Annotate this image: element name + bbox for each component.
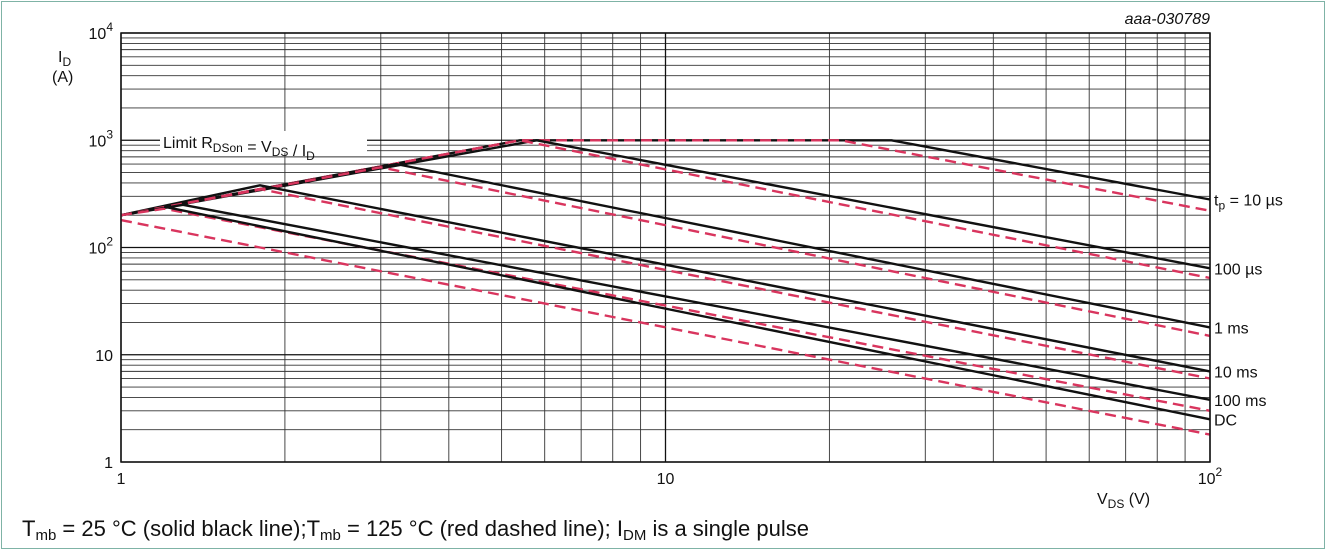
- y-tick-label: 10: [95, 348, 113, 365]
- curve-label: 10 ms: [1214, 364, 1258, 381]
- curves: [120, 139, 1211, 436]
- y-axis-label: ID: [58, 49, 71, 69]
- y-axis-unit: (A): [52, 69, 73, 86]
- curve-25c-6: [120, 184, 1211, 373]
- x-axis-label: VDS (V): [1097, 491, 1150, 511]
- caption-tail: is a single pulse: [646, 516, 809, 541]
- curve-125c-7: [120, 187, 1211, 380]
- curve-label: 100 µs: [1214, 261, 1262, 278]
- caption-i-sub: DM: [623, 527, 647, 544]
- curve-label: tp = 10 µs: [1214, 193, 1283, 213]
- curve-label: DC: [1214, 412, 1237, 429]
- curve-label: 100 ms: [1214, 393, 1266, 410]
- y-tick-label: 102: [89, 235, 114, 258]
- plot-border: [120, 32, 1211, 463]
- caption-t1: T: [22, 516, 36, 541]
- x-tick-label: 102: [1198, 465, 1223, 488]
- caption-t2-sub: mb: [320, 527, 341, 544]
- curve-label: 1 ms: [1214, 320, 1249, 337]
- figure-caption: Tmb = 25 °C (solid black line);Tmb = 125…: [22, 516, 809, 544]
- grid: [120, 32, 1211, 463]
- curve-125c-11: [120, 218, 1211, 436]
- labels: Limit RDSon = VDS / ID tp = 10 µs 100 µs 1 …: [160, 131, 1283, 429]
- caption-t1-sub: mb: [35, 527, 57, 544]
- x-tick-label: 1: [117, 471, 126, 488]
- caption-t2-rest: = 125 °C (red dashed line); I: [340, 516, 623, 541]
- y-tick-label: 104: [89, 20, 114, 43]
- y-tick-label: 103: [89, 127, 114, 150]
- curve-25c-10: [163, 205, 1211, 421]
- limit-annotation: Limit RDSon = VDS / ID: [163, 135, 315, 163]
- figure-id: aaa-030789: [1125, 11, 1211, 28]
- axes: 1 10 102 103 104 1 10 102 ID(A) VDS (V) aaa-030789: [52, 11, 1223, 511]
- limit-annotation-background: [160, 131, 367, 153]
- curve-125c-1: [120, 139, 1211, 217]
- x-tick-label: 10: [657, 471, 675, 488]
- curve-125c-3: [120, 139, 1211, 280]
- caption-t1-rest: = 25 °C (solid black line);T: [56, 516, 321, 541]
- curve-125c-9: [120, 207, 1211, 412]
- y-tick-label: 1: [104, 455, 113, 472]
